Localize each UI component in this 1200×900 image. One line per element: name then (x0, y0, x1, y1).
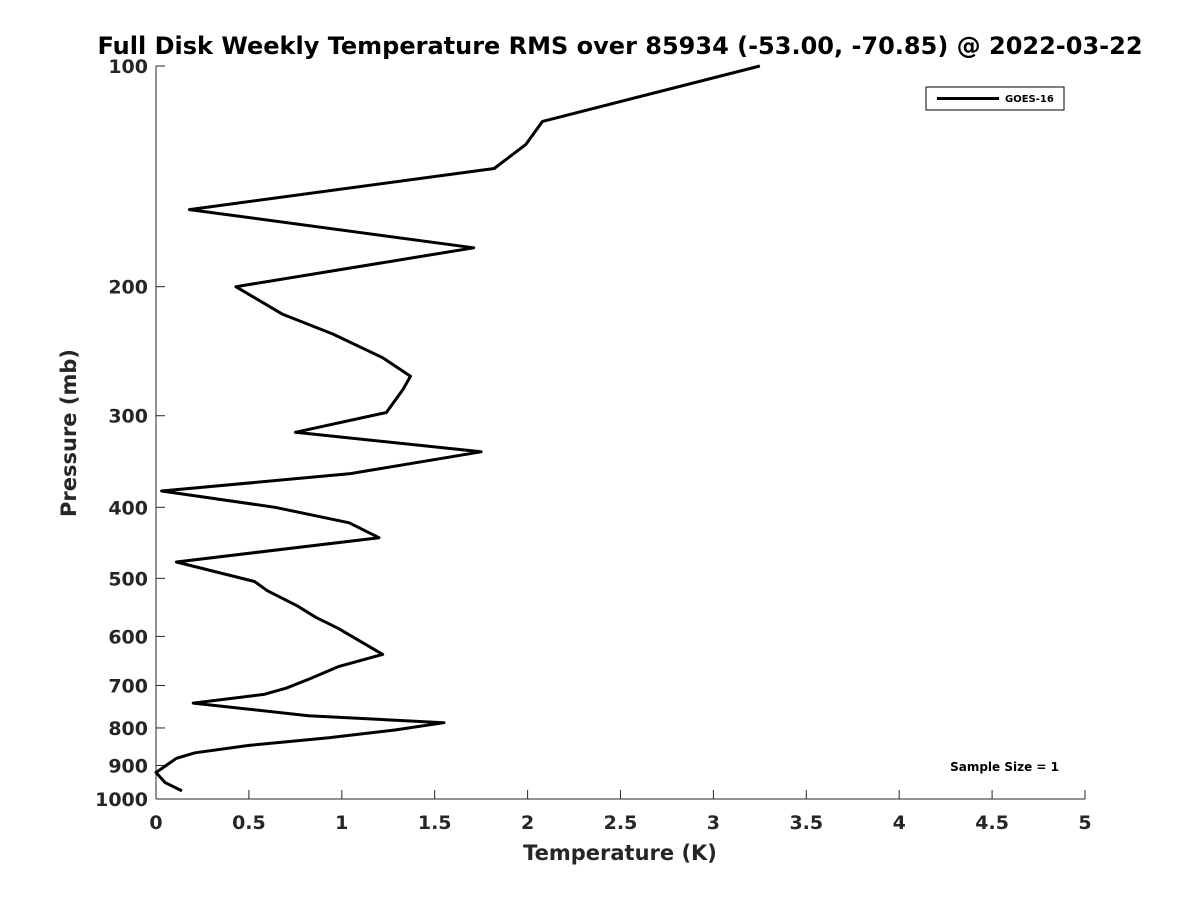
x-tick-label: 4 (893, 812, 906, 834)
x-tick-label: 0 (149, 812, 162, 834)
x-tick-label: 2.5 (604, 812, 638, 834)
y-tick-label: 200 (108, 277, 148, 299)
x-tick-label: 3.5 (789, 812, 823, 834)
series-lines (154, 64, 761, 793)
x-axis-ticks: 0 0.5 1 1.5 2 2.5 3 3.5 4 4.5 5 (149, 790, 1092, 834)
x-axis-label: Temperature (K) (523, 841, 717, 865)
y-tick-label: 100 (108, 56, 148, 78)
x-tick-label: 2 (521, 812, 534, 834)
y-tick-label: 700 (108, 675, 148, 697)
y-tick-label: 400 (108, 497, 148, 519)
chart-title: Full Disk Weekly Temperature RMS over 85… (97, 32, 1142, 60)
legend-entry-goes-16: GOES-16 (1005, 94, 1054, 105)
series-line-goes-16 (154, 64, 761, 793)
y-tick-label: 600 (108, 626, 148, 648)
x-tick-label: 1.5 (418, 812, 452, 834)
x-tick-label: 0.5 (232, 812, 266, 834)
legend: GOES-16 (925, 86, 1065, 111)
x-tick-label: 4.5 (975, 812, 1009, 834)
y-tick-label: 800 (108, 718, 148, 740)
y-axis-label: Pressure (mb) (57, 349, 81, 517)
y-tick-label: 1000 (95, 789, 148, 811)
x-tick-label: 1 (335, 812, 348, 834)
y-tick-label: 300 (108, 406, 148, 428)
y-axis-ticks: 100 200 300 400 500 600 700 800 900 1000 (95, 56, 165, 811)
y-tick-label: 900 (108, 755, 148, 777)
sample-size-annotation: Sample Size = 1 (950, 760, 1059, 774)
x-tick-label: 5 (1078, 812, 1091, 834)
x-tick-label: 3 (707, 812, 720, 834)
y-tick-label: 500 (108, 568, 148, 590)
